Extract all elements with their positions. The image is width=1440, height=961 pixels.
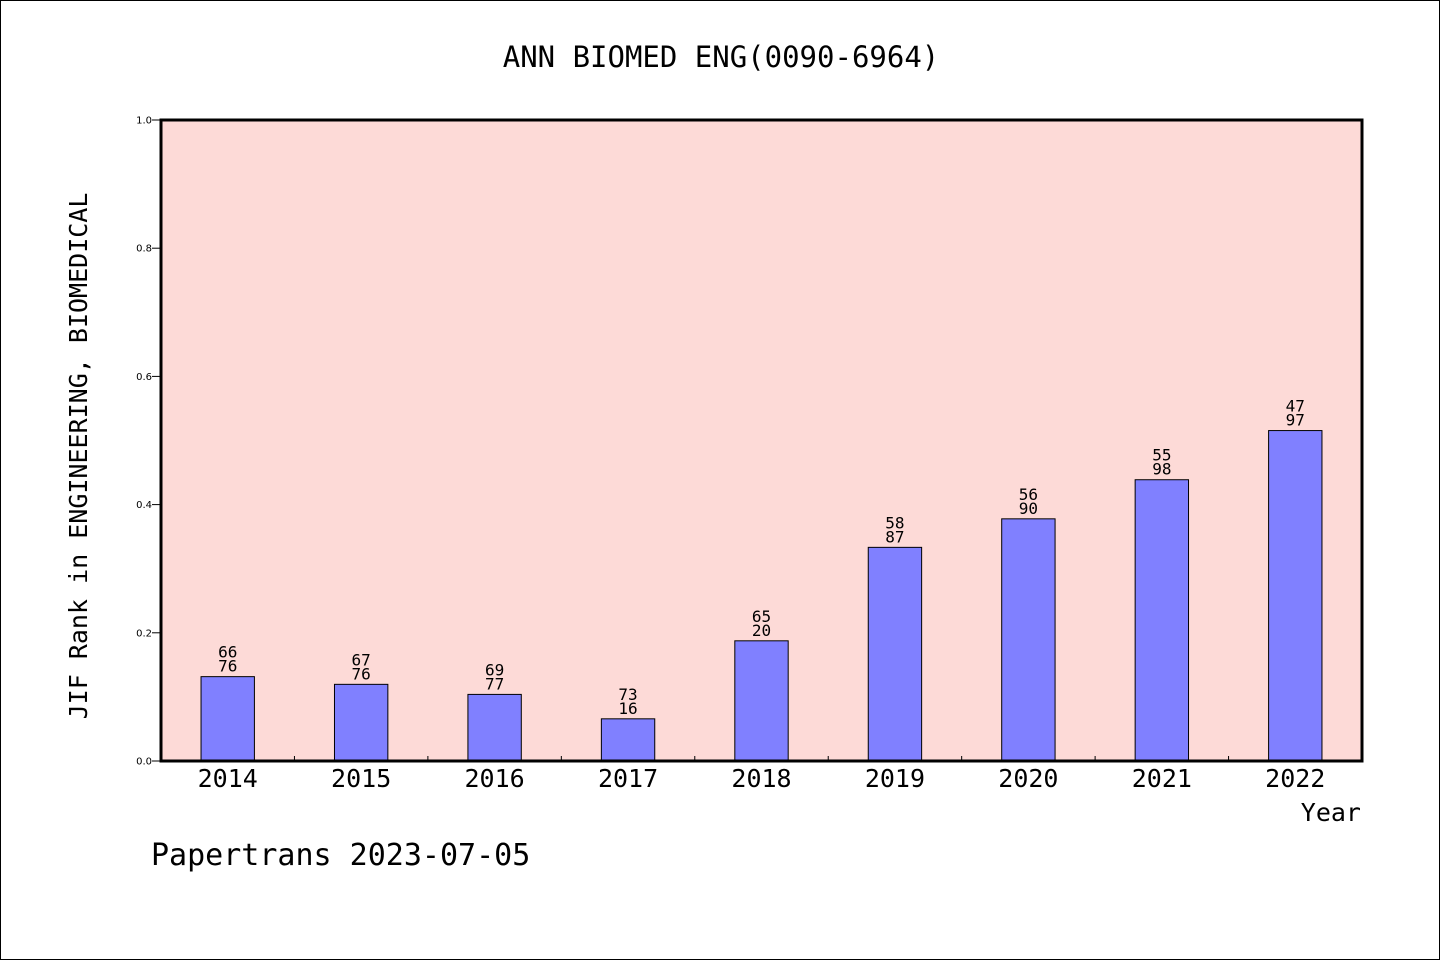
bar-label-top: 56 [1019,485,1038,504]
bar-label-top: 67 [352,650,371,669]
bar-label-top: 66 [218,643,237,662]
bar-label-bottom: 76 [218,657,237,676]
bar-2020 [1001,518,1056,762]
y-tick-label: 0.6 [136,372,152,383]
bar-label-top: 69 [485,660,504,679]
x-tick-label: 2018 [731,764,791,793]
bars [200,430,1323,762]
bar-2018 [734,640,789,762]
x-tick-label: 2017 [598,764,658,793]
x-axis-label: Year [1301,798,1361,827]
x-tick-label: 2022 [1265,764,1325,793]
y-tick-label: 0.8 [136,244,152,255]
y-tick-label: 0.2 [136,628,152,639]
bar-label-bottom: 98 [1152,460,1171,479]
data-labels: 2014667620156776201669772017731620186520… [198,397,1326,793]
x-tick-label: 2015 [331,764,391,793]
y-tick-label: 0.4 [136,500,152,511]
bar-label-bottom: 76 [352,664,371,683]
y-tick-label: 1.0 [136,116,152,127]
bar-2019 [867,546,923,762]
bar-label-bottom: 77 [485,674,504,693]
bar-2014 [200,676,255,762]
x-tick-label: 2020 [998,764,1058,793]
x-tick-label: 2021 [1132,764,1192,793]
bar-2016 [467,693,522,762]
y-tick-label: 0.0 [136,757,152,768]
x-tick-label: 2014 [198,764,258,793]
bar-label-bottom: 16 [618,699,637,718]
bar-label-bottom: 20 [752,621,771,640]
bar-label-top: 55 [1152,446,1171,465]
bar-2015 [333,683,389,762]
bar-2022 [1268,430,1323,762]
bar-label-top: 73 [618,685,637,704]
y-axis-label: JIF Rank in ENGINEERING, BIOMEDICAL [64,193,93,720]
bar-label-top: 58 [885,513,904,532]
x-tick-label: 2016 [465,764,525,793]
bar-label-top: 47 [1286,397,1305,416]
chart-title: ANN BIOMED ENG(0090-6964) [503,40,940,74]
bar-label-bottom: 97 [1286,411,1305,430]
bar-label-bottom: 87 [885,527,904,546]
x-tick-label: 2019 [865,764,925,793]
footer-text: Papertrans 2023-07-05 [151,838,530,873]
bar-2021 [1134,479,1190,762]
bar-label-bottom: 90 [1019,499,1038,518]
plot-border [159,118,1364,763]
bar-2017 [600,718,656,762]
bar-label-top: 65 [752,607,771,626]
